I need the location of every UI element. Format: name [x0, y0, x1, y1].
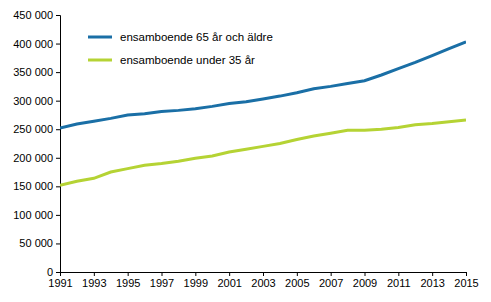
y-tick-mark — [56, 215, 60, 216]
x-tick-label: 1991 — [48, 277, 72, 289]
x-tick-label: 2007 — [319, 277, 343, 289]
y-tick-mark — [56, 272, 60, 273]
x-tick-mark — [229, 272, 230, 276]
x-tick-label: 2015 — [454, 277, 478, 289]
x-tick-mark — [128, 272, 129, 276]
y-tick: 50 000 — [19, 237, 60, 249]
x-tick: 2007 — [319, 272, 343, 289]
legend-swatch — [88, 59, 112, 62]
x-tick-label: 2013 — [420, 277, 444, 289]
y-tick-label: 150 000 — [13, 180, 53, 192]
y-tick-mark — [56, 44, 60, 45]
x-tick: 2015 — [454, 272, 478, 289]
y-tick-mark — [56, 15, 60, 16]
y-tick-mark — [56, 101, 60, 102]
plot: 050 000100 000150 000200 000250 000300 0… — [13, 9, 479, 289]
y-tick: 400 000 — [13, 38, 60, 50]
series-line — [60, 120, 466, 185]
x-tick-mark — [398, 272, 399, 276]
y-tick-mark — [56, 129, 60, 130]
x-tick: 1993 — [82, 272, 106, 289]
y-tick: 350 000 — [13, 66, 60, 78]
y-tick-label: 450 000 — [13, 9, 53, 21]
y-tick-label: 300 000 — [13, 95, 53, 107]
x-tick-label: 2005 — [285, 277, 309, 289]
x-tick-mark — [263, 272, 264, 276]
x-tick-label: 2011 — [387, 277, 411, 289]
y-tick-label: 50 000 — [19, 237, 53, 249]
x-axis: 1991 1993 1995 1997 1999 2001 2003 2005 2007 2009… — [48, 272, 478, 289]
y-tick-mark — [56, 158, 60, 159]
x-tick: 1991 — [48, 272, 72, 289]
series-line — [60, 42, 466, 128]
legend-item: ensamboende under 35 år — [88, 54, 255, 66]
x-tick: 2001 — [217, 272, 241, 289]
x-tick-mark — [365, 272, 366, 276]
y-tick: 250 000 — [13, 123, 60, 135]
x-tick: 2009 — [353, 272, 377, 289]
x-tick-mark — [195, 272, 196, 276]
y-axis: 050 000100 000150 000200 000250 000300 0… — [13, 9, 60, 278]
x-tick-mark — [94, 272, 95, 276]
y-tick: 100 000 — [13, 209, 60, 221]
legend-swatch — [88, 36, 112, 39]
x-tick-label: 1993 — [82, 277, 106, 289]
x-tick-mark — [331, 272, 332, 276]
legend-label: ensamboende under 35 år — [120, 54, 255, 66]
chart: 050 000100 000150 000200 000250 000300 0… — [0, 0, 491, 302]
axis-line — [61, 273, 467, 277]
x-tick: 1995 — [116, 272, 140, 289]
x-tick-label: 1997 — [150, 277, 174, 289]
x-tick-mark — [60, 272, 61, 276]
x-tick-label: 1999 — [184, 277, 208, 289]
y-tick-mark — [56, 186, 60, 187]
y-tick-label: 100 000 — [13, 209, 53, 221]
x-tick: 2013 — [420, 272, 444, 289]
y-tick: 200 000 — [13, 152, 60, 164]
legend-item: ensamboende 65 år och äldre — [88, 31, 273, 43]
y-tick: 150 000 — [13, 180, 60, 192]
y-tick-label: 250 000 — [13, 123, 53, 135]
y-tick-mark — [56, 243, 60, 244]
lines — [60, 42, 466, 185]
x-tick-mark — [466, 272, 467, 276]
x-tick-label: 1995 — [116, 277, 140, 289]
y-tick-label: 400 000 — [13, 38, 53, 50]
x-tick-mark — [162, 272, 163, 276]
legend: ensamboende 65 år och äldre ensamboende u… — [88, 31, 273, 66]
y-tick: 300 000 — [13, 95, 60, 107]
legend-label: ensamboende 65 år och äldre — [120, 31, 273, 43]
axis-line — [56, 16, 61, 273]
x-tick-mark — [432, 272, 433, 276]
x-tick-mark — [297, 272, 298, 276]
x-tick: 1997 — [150, 272, 174, 289]
x-tick-label: 2009 — [353, 277, 377, 289]
x-tick: 2005 — [285, 272, 309, 289]
y-tick-label: 350 000 — [13, 66, 53, 78]
y-tick-mark — [56, 72, 60, 73]
x-tick: 2011 — [387, 272, 411, 289]
x-tick-label: 2003 — [251, 277, 275, 289]
x-tick-label: 2001 — [217, 277, 241, 289]
x-tick: 2003 — [251, 272, 275, 289]
y-tick-label: 200 000 — [13, 152, 53, 164]
x-tick: 1999 — [184, 272, 208, 289]
y-tick: 450 000 — [13, 9, 60, 21]
